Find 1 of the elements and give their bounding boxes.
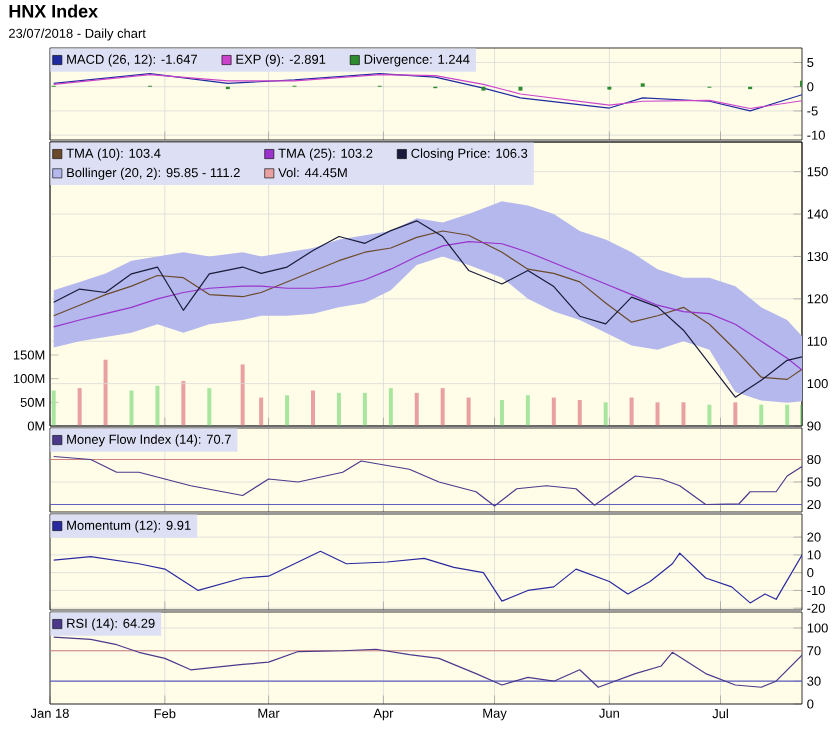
- chart-title: HNX Index: [9, 4, 98, 18]
